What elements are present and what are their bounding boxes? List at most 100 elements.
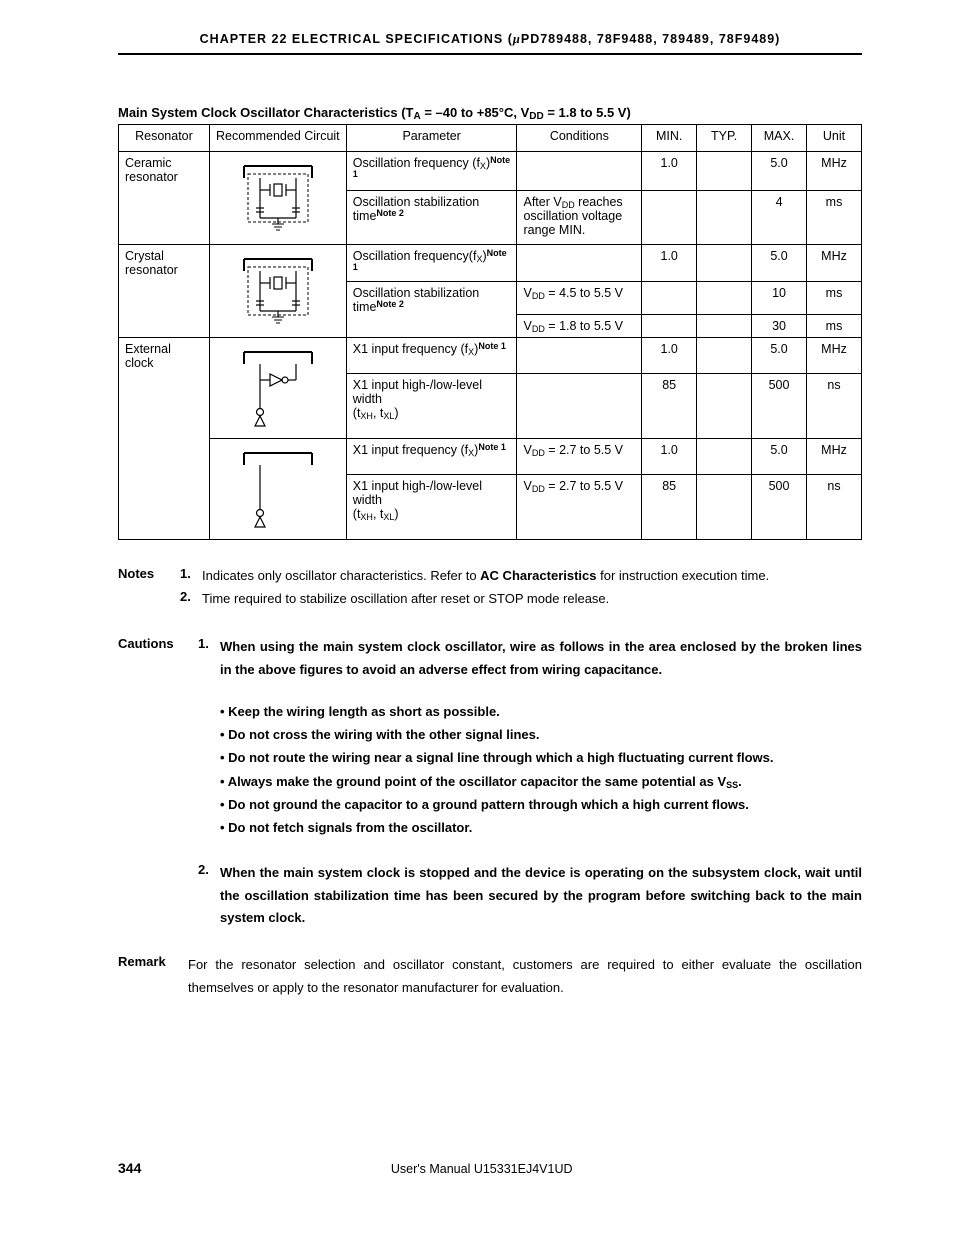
text: Ceramic xyxy=(125,156,172,170)
cautions-block: Cautions 1. When using the main system c… xyxy=(118,636,862,930)
footer: 344 User's Manual U15331EJ4V1UD xyxy=(118,1160,862,1176)
col-circuit: Recommended Circuit xyxy=(209,125,346,152)
text: Oscillation stabilization xyxy=(353,195,479,209)
cell-max: 30 xyxy=(752,315,807,338)
cell-min: 1.0 xyxy=(642,439,697,475)
chapter-parts: PD789488, 78F9488, 789489, 78F9489) xyxy=(521,32,780,46)
external-clock-circuit-icon xyxy=(230,447,326,533)
bullet: Do not fetch signals from the oscillator… xyxy=(220,816,862,839)
cell-resonator: Crystal resonator xyxy=(119,245,210,338)
cell-cond: VDD = 2.7 to 5.5 V xyxy=(517,475,642,540)
sub: XL xyxy=(383,411,394,421)
cell-cond: After VDD reaches oscillation voltage ra… xyxy=(517,191,642,245)
cell-resonator: External clock xyxy=(119,338,210,540)
text: ) xyxy=(482,249,486,263)
sub: DD xyxy=(532,448,545,458)
text: , t xyxy=(373,507,383,521)
notes-label-empty xyxy=(118,589,180,609)
table-title: Main System Clock Oscillator Characteris… xyxy=(118,105,862,120)
text: = 2.7 to 5.5 V xyxy=(545,479,623,493)
sup: Note 2 xyxy=(376,208,404,218)
cell-min xyxy=(642,315,697,338)
col-unit: Unit xyxy=(807,125,862,152)
col-cond: Conditions xyxy=(517,125,642,152)
cell-typ xyxy=(697,439,752,475)
spec-table: Resonator Recommended Circuit Parameter … xyxy=(118,124,862,540)
sup: Note 1 xyxy=(478,341,506,351)
col-min: MIN. xyxy=(642,125,697,152)
sub: XL xyxy=(383,512,394,522)
cell-min: 1.0 xyxy=(642,245,697,282)
cell-min: 1.0 xyxy=(642,152,697,191)
table-row: Crystal resonator xyxy=(119,245,862,282)
cell-min: 85 xyxy=(642,475,697,540)
text: time xyxy=(353,300,377,314)
cell-max: 500 xyxy=(752,475,807,540)
cell-max: 4 xyxy=(752,191,807,245)
text: ) xyxy=(394,406,398,420)
text: clock xyxy=(125,356,153,370)
cell-max: 5.0 xyxy=(752,152,807,191)
sub: DD xyxy=(532,484,545,494)
doc-id: User's Manual U15331EJ4V1UD xyxy=(141,1162,822,1176)
text: for instruction execution time. xyxy=(597,568,770,583)
text: V xyxy=(523,443,531,457)
table-row: External clock xyxy=(119,338,862,374)
text: Oscillation frequency (f xyxy=(353,156,480,170)
sub: X xyxy=(480,161,486,171)
sub: DD xyxy=(562,200,575,210)
chapter-text: CHAPTER 22 ELECTRICAL SPECIFICATIONS ( xyxy=(200,32,513,46)
ta-sub: A xyxy=(414,111,421,122)
text: ) xyxy=(394,507,398,521)
cell-cond: VDD = 1.8 to 5.5 V xyxy=(517,315,642,338)
cell-circuit xyxy=(209,439,346,540)
cell-resonator: Ceramic resonator xyxy=(119,152,210,245)
notes-block: Notes 1. Indicates only oscillator chara… xyxy=(118,566,862,608)
crystal-circuit-icon xyxy=(230,160,326,238)
text: V xyxy=(523,319,531,333)
caution-number: 2. xyxy=(198,862,220,930)
text: = 1.8 to 5.5 V xyxy=(545,319,623,333)
cell-param: Oscillation stabilization timeNote 2 xyxy=(346,282,517,338)
bullet: Keep the wiring length as short as possi… xyxy=(220,700,862,723)
cell-typ xyxy=(697,315,752,338)
col-max: MAX. xyxy=(752,125,807,152)
text: resonator xyxy=(125,263,178,277)
text: , t xyxy=(373,406,383,420)
header-row: Resonator Recommended Circuit Parameter … xyxy=(119,125,862,152)
note-row: 2. Time required to stabilize oscillatio… xyxy=(118,589,862,609)
sub: SS xyxy=(726,780,738,790)
notes-label: Notes xyxy=(118,566,180,586)
caution-text: When using the main system clock oscilla… xyxy=(220,636,862,682)
cell-max: 5.0 xyxy=(752,439,807,475)
note-text: Time required to stabilize oscillation a… xyxy=(202,589,862,609)
cell-typ xyxy=(697,338,752,374)
cell-unit: MHz xyxy=(807,439,862,475)
page: CHAPTER 22 ELECTRICAL SPECIFICATIONS (μP… xyxy=(0,0,954,1216)
cell-cond xyxy=(517,152,642,191)
table-row: X1 input frequency (fX)Note 1 VDD = 2.7 … xyxy=(119,439,862,475)
cell-typ xyxy=(697,152,752,191)
text: = 2.7 to 5.5 V xyxy=(545,443,623,457)
sup: Note 1 xyxy=(478,442,506,452)
sub: X xyxy=(468,347,474,357)
sub: XH xyxy=(360,411,373,421)
text: External xyxy=(125,342,171,356)
sub: XH xyxy=(360,512,373,522)
text: V xyxy=(523,286,531,300)
text: Indicates only oscillator characteristic… xyxy=(202,568,480,583)
cell-cond xyxy=(517,374,642,439)
caution-row: 2. When the main system clock is stopped… xyxy=(118,862,862,930)
text: X1 input frequency (f xyxy=(353,342,468,356)
cell-max: 10 xyxy=(752,282,807,315)
cell-cond xyxy=(517,245,642,282)
cell-unit: ms xyxy=(807,282,862,315)
cell-unit: ns xyxy=(807,475,862,540)
bullet: Always make the ground point of the osci… xyxy=(220,770,862,793)
cell-param: X1 input high-/low-level width (tXH, tXL… xyxy=(346,374,517,439)
cell-param: Oscillation stabilization timeNote 2 xyxy=(346,191,517,245)
sub: DD xyxy=(532,324,545,334)
col-resonator: Resonator xyxy=(119,125,210,152)
sub: X xyxy=(468,448,474,458)
text: Oscillation frequency(f xyxy=(353,249,477,263)
